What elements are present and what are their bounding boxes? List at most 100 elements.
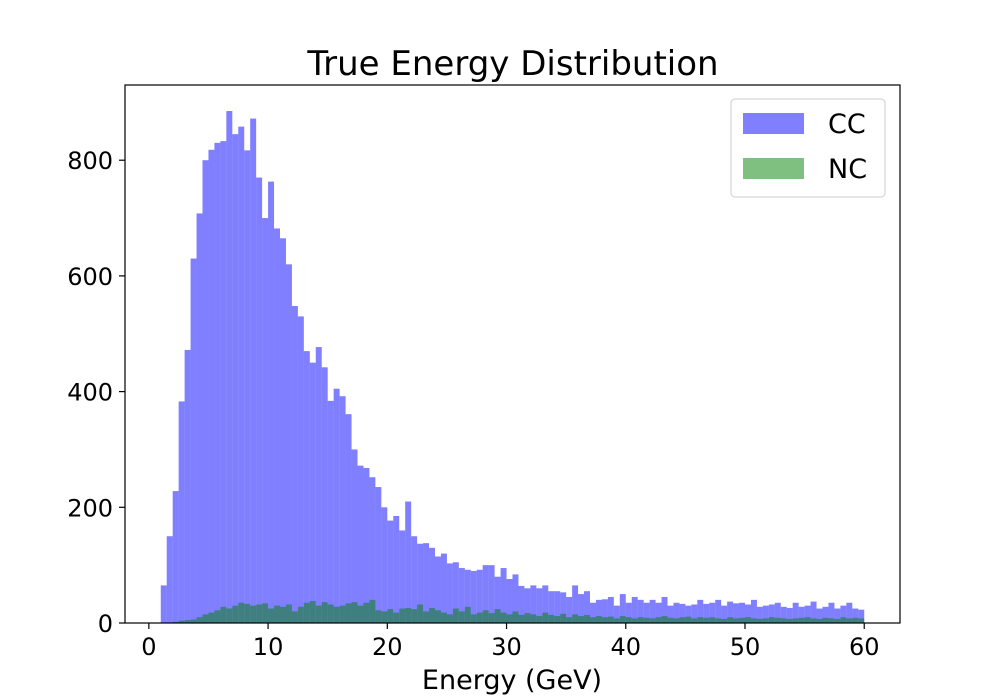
cc-bar-63 bbox=[536, 588, 543, 623]
plot-area-frame bbox=[124, 84, 901, 624]
cc-bar-96 bbox=[733, 603, 740, 623]
cc-bar-106 bbox=[792, 602, 799, 623]
nc-bar-8 bbox=[208, 612, 215, 623]
nc-bar-114 bbox=[840, 617, 847, 623]
cc-bar-77 bbox=[619, 594, 626, 623]
cc-bar-39 bbox=[393, 515, 400, 623]
nc-bar-19 bbox=[274, 605, 280, 623]
nc-bar-36 bbox=[375, 610, 382, 623]
nc-bar-90 bbox=[697, 617, 704, 623]
nc-bar-85 bbox=[667, 617, 674, 623]
nc-bar-117 bbox=[858, 618, 865, 623]
cc-bar-28 bbox=[327, 400, 334, 623]
nc-bar-21 bbox=[285, 604, 292, 623]
nc-bar-22 bbox=[291, 611, 298, 623]
nc-bar-68 bbox=[566, 617, 573, 623]
cc-bar-107 bbox=[798, 606, 805, 623]
cc-bar-88 bbox=[685, 605, 692, 623]
cc-bar-2 bbox=[172, 491, 179, 623]
cc-bar-94 bbox=[721, 605, 728, 623]
legend-nc-swatch bbox=[743, 158, 804, 179]
nc-bar-13 bbox=[238, 602, 245, 623]
nc-bar-42 bbox=[411, 609, 418, 623]
nc-bar-104 bbox=[780, 618, 787, 623]
nc-bar-46 bbox=[435, 610, 441, 623]
nc-bar-16 bbox=[256, 604, 263, 623]
nc-bar-94 bbox=[721, 618, 728, 623]
cc-bar-49 bbox=[452, 562, 459, 623]
cc-bar-54 bbox=[482, 565, 489, 623]
cc-bar-93 bbox=[715, 599, 722, 623]
nc-bar-29 bbox=[333, 606, 340, 623]
nc-bar-43 bbox=[417, 604, 424, 623]
cc-bar-4 bbox=[184, 349, 191, 623]
cc-bar-42 bbox=[411, 536, 418, 623]
cc-bar-30 bbox=[339, 396, 346, 623]
cc-bar-53 bbox=[476, 569, 483, 623]
x-tick-label-10: 10 bbox=[253, 633, 284, 661]
cc-bar-105 bbox=[786, 607, 793, 623]
cc-bar-82 bbox=[649, 599, 656, 623]
nc-bar-18 bbox=[268, 608, 275, 623]
nc-bar-7 bbox=[202, 614, 209, 623]
nc-bar-101 bbox=[762, 618, 769, 623]
cc-bar-112 bbox=[828, 602, 835, 623]
cc-bar-78 bbox=[625, 602, 632, 623]
cc-bar-62 bbox=[530, 585, 537, 623]
nc-bar-77 bbox=[619, 616, 626, 623]
cc-bar-91 bbox=[703, 603, 710, 623]
nc-bar-20 bbox=[280, 606, 286, 623]
nc-bar-81 bbox=[643, 617, 650, 623]
nc-bar-87 bbox=[679, 617, 686, 623]
nc-bar-111 bbox=[822, 617, 829, 623]
cc-bar-81 bbox=[643, 602, 650, 623]
chart-legend: CC NC bbox=[730, 98, 886, 198]
nc-bar-100 bbox=[756, 618, 763, 623]
cc-bar-69 bbox=[572, 585, 579, 623]
nc-bar-11 bbox=[226, 608, 233, 623]
nc-bar-27 bbox=[321, 602, 328, 623]
cc-bar-11 bbox=[226, 111, 233, 623]
nc-bar-30 bbox=[339, 605, 346, 623]
nc-bar-113 bbox=[834, 618, 841, 623]
nc-bar-70 bbox=[578, 616, 585, 623]
cc-bar-15 bbox=[250, 118, 257, 624]
cc-bar-73 bbox=[595, 599, 602, 623]
cc-bar-65 bbox=[548, 591, 555, 623]
cc-bar-6 bbox=[196, 213, 203, 623]
cc-bar-55 bbox=[488, 565, 495, 623]
y-tick-label-800: 800 bbox=[67, 147, 113, 175]
cc-bar-68 bbox=[566, 596, 573, 623]
cc-bar-70 bbox=[578, 594, 585, 623]
nc-bar-4 bbox=[184, 620, 191, 623]
nc-bar-34 bbox=[363, 602, 370, 623]
y-tick-label-200: 200 bbox=[67, 494, 113, 522]
y-tick-label-0: 0 bbox=[98, 610, 113, 638]
nc-bar-54 bbox=[482, 610, 489, 623]
cc-bar-45 bbox=[429, 547, 435, 623]
cc-bar-72 bbox=[590, 602, 596, 623]
cc-bar-8 bbox=[208, 149, 215, 624]
nc-bar-6 bbox=[196, 617, 203, 623]
nc-bar-5 bbox=[190, 619, 197, 623]
cc-bar-64 bbox=[542, 585, 549, 623]
cc-bar-25 bbox=[309, 362, 316, 623]
cc-bar-87 bbox=[679, 603, 686, 623]
nc-bar-44 bbox=[423, 611, 430, 623]
nc-bar-102 bbox=[768, 617, 775, 623]
cc-bar-110 bbox=[816, 608, 823, 623]
nc-bar-95 bbox=[727, 617, 734, 623]
nc-series-bars bbox=[172, 599, 865, 623]
nc-bar-59 bbox=[512, 611, 519, 623]
cc-series-bars bbox=[160, 111, 865, 624]
cc-bar-103 bbox=[774, 602, 781, 623]
nc-bar-66 bbox=[554, 616, 561, 623]
nc-bar-28 bbox=[327, 604, 334, 623]
cc-bar-31 bbox=[345, 414, 352, 623]
cc-bar-52 bbox=[470, 570, 477, 623]
cc-bar-16 bbox=[256, 177, 263, 623]
nc-bar-41 bbox=[405, 607, 412, 623]
nc-bar-63 bbox=[536, 616, 543, 623]
cc-bar-19 bbox=[274, 228, 280, 623]
nc-bar-109 bbox=[810, 618, 817, 623]
